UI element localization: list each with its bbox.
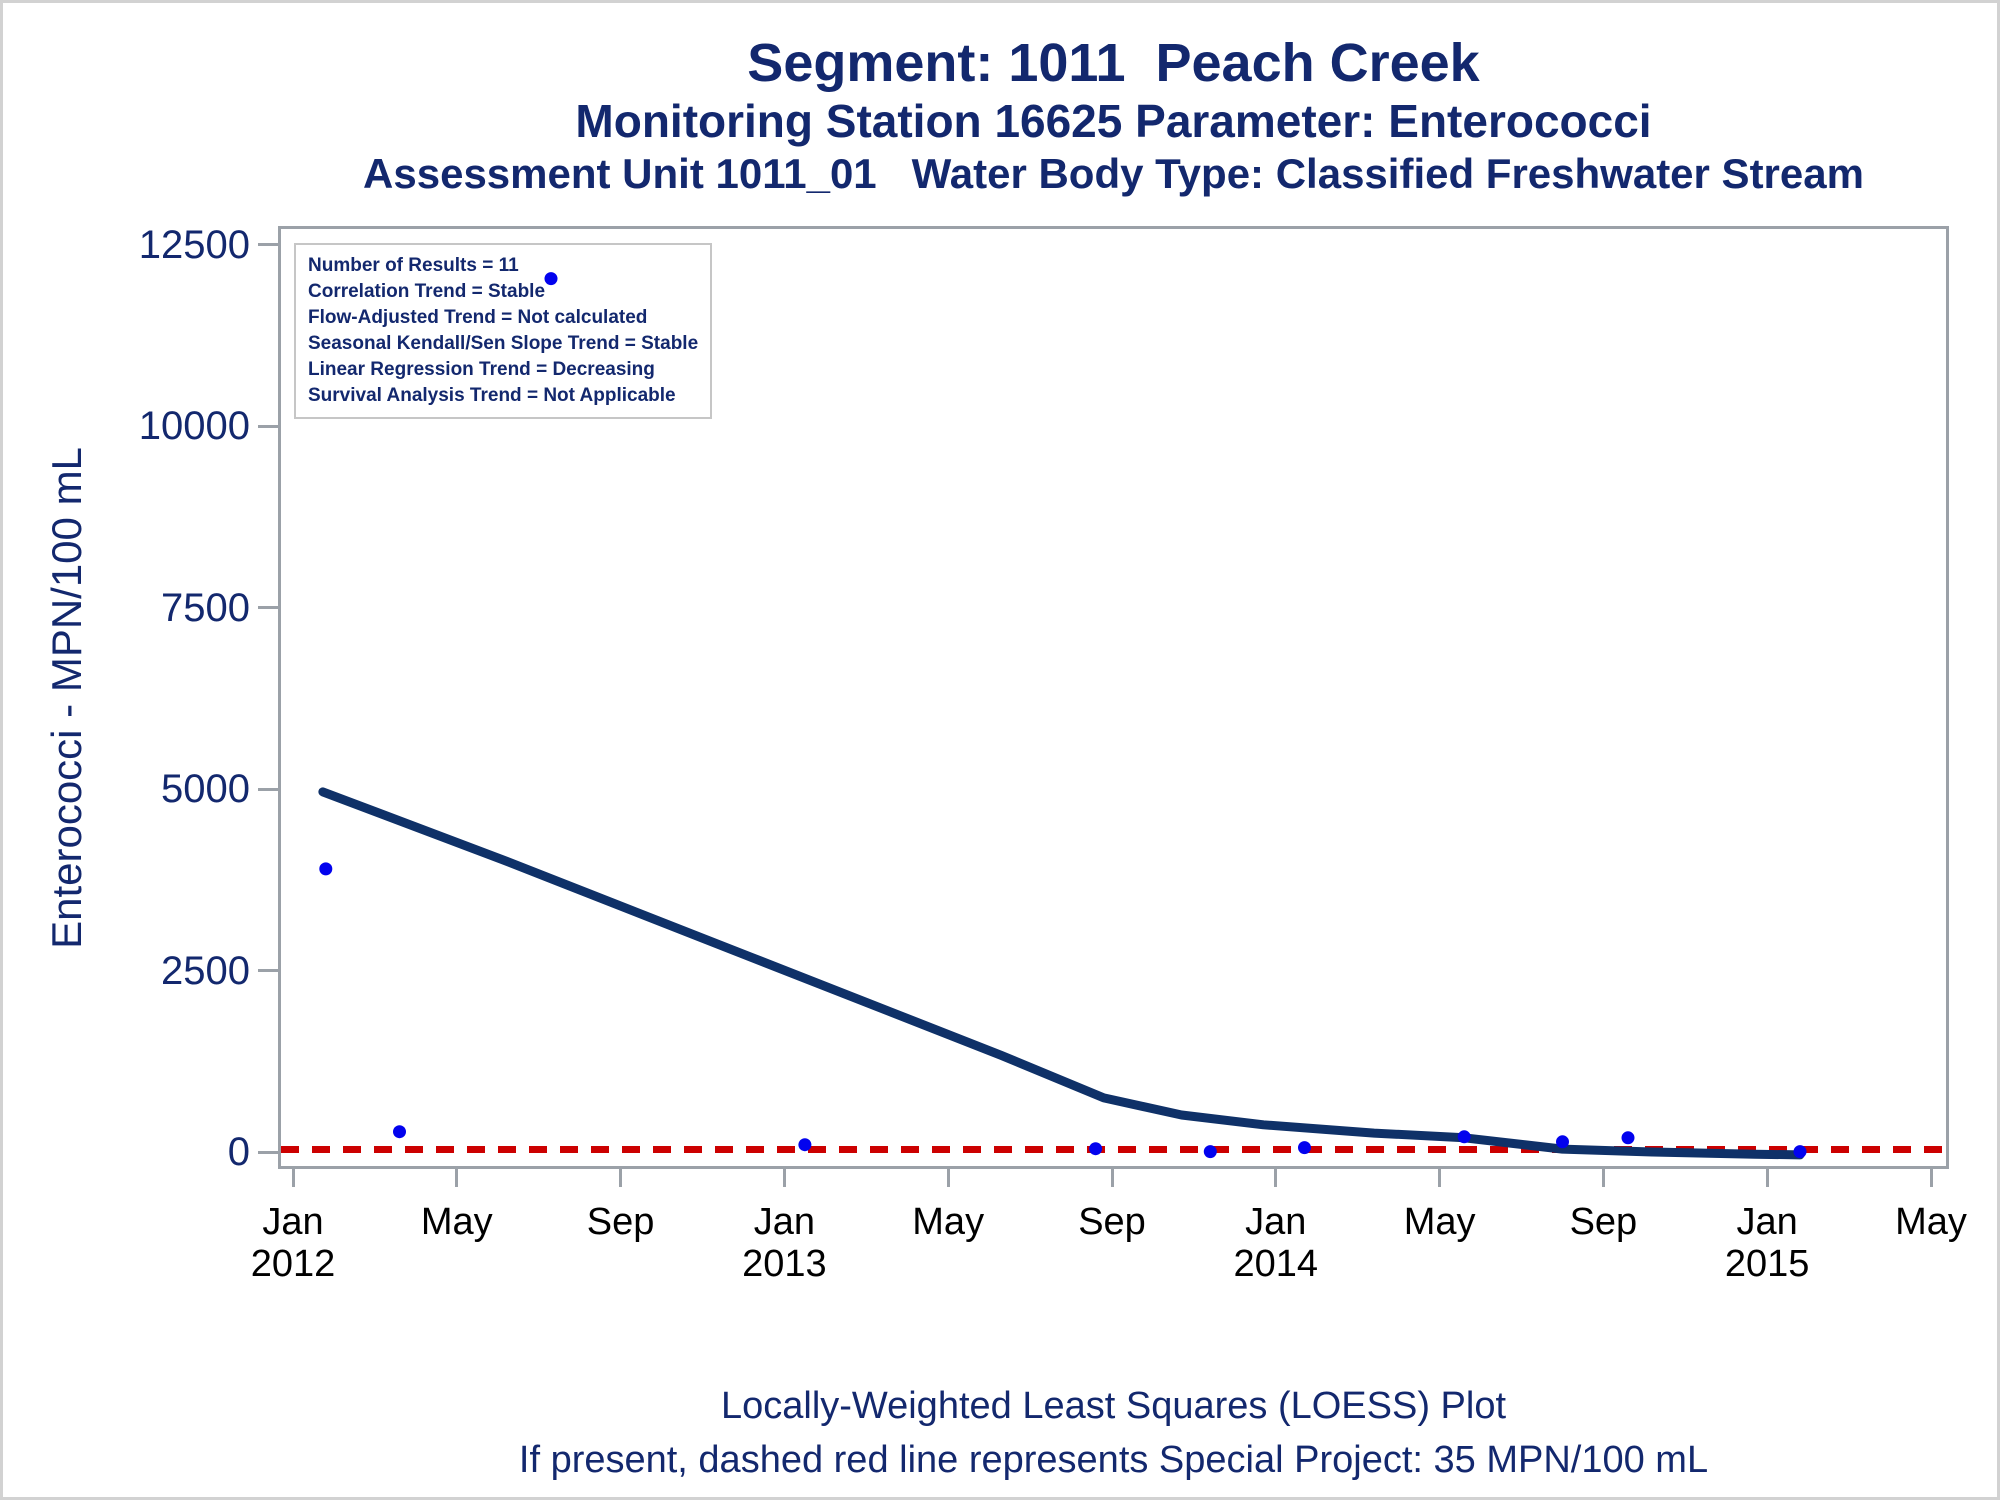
y-tick-label: 2500 (161, 948, 250, 993)
x-tick-month-label: Sep (1569, 1201, 1638, 1243)
y-tick-mark (258, 1150, 278, 1154)
y-tick-label: 0 (227, 1130, 250, 1174)
x-tick-mark (1110, 1169, 1114, 1187)
y-tick-mark (258, 424, 278, 428)
chart-subtitle-assessment-unit: Assessment Unit 1011_01 Water Body Type:… (363, 150, 1864, 197)
chart-title: Segment: 1011 Peach Creek (747, 33, 1480, 93)
x-tick-mark (1601, 1169, 1605, 1187)
x-tick-month-label: May (1895, 1201, 1967, 1243)
x-tick-month-label: Sep (586, 1201, 655, 1243)
y-tick-label: 10000 (138, 404, 250, 448)
x-tick-month-label: Sep (1078, 1201, 1146, 1243)
y-axis-title: Enterococci - MPN/100 mL (43, 447, 90, 949)
stats-line-survival-analysis-trend: Survival Analysis Trend = Not Applicable (308, 385, 676, 406)
x-tick-year-label: 2015 (1724, 1243, 1810, 1285)
x-tick-mark (1929, 1169, 1933, 1187)
stats-line-correlation-trend: Correlation Trend = Stable (308, 281, 546, 302)
title-block: Segment: 1011 Peach Creek Monitoring Sta… (278, 33, 1949, 199)
x-tick-mark (619, 1169, 623, 1187)
footer-reference-line-note: If present, dashed red line represents S… (518, 1439, 1709, 1481)
x-tick-mark (1274, 1169, 1278, 1187)
chart-subtitle-station: Monitoring Station 16625 Parameter: Ente… (575, 95, 1652, 147)
x-tick-mark (1438, 1169, 1442, 1187)
x-tick-month-label: May (420, 1201, 493, 1243)
x-tick-month-label: Jan (753, 1201, 816, 1243)
footer-plot-type-note: Locally-Weighted Least Squares (LOESS) P… (720, 1385, 1507, 1427)
stats-box: Number of Results = 11 Correlation Trend… (294, 243, 713, 419)
y-tick-mark (258, 243, 278, 246)
y-tick-label: 7500 (161, 585, 250, 630)
x-tick-year-label: 2013 (742, 1243, 827, 1285)
y-tick-mark (258, 787, 278, 791)
x-tick-mark (455, 1169, 459, 1187)
y-tick-label: 5000 (161, 767, 250, 811)
x-tick-month-label: Jan (1245, 1201, 1307, 1243)
x-tick-month-label: May (912, 1201, 985, 1243)
y-tick-label: 12500 (138, 222, 250, 267)
stats-line-flow-adjusted-trend: Flow-Adjusted Trend = Not calculated (308, 307, 648, 328)
x-tick-month-label: May (1403, 1201, 1476, 1243)
x-tick-mark (291, 1169, 295, 1187)
x-tick-month-label: Jan (262, 1201, 324, 1243)
x-tick-year-label: 2014 (1233, 1243, 1319, 1285)
x-tick-month-label: Jan (1736, 1201, 1798, 1243)
x-tick-mark (1765, 1169, 1769, 1187)
y-tick-mark (258, 606, 278, 609)
x-tick-mark (946, 1169, 950, 1187)
stats-line-number-of-results: Number of Results = 11 (308, 255, 519, 276)
x-tick-year-label: 2012 (250, 1243, 336, 1285)
footer-block: Locally-Weighted Least Squares (LOESS) P… (278, 1379, 1949, 1487)
stats-line-seasonal-kendall-trend: Seasonal Kendall/Sen Slope Trend = Stabl… (308, 333, 699, 354)
x-tick-mark (782, 1169, 786, 1187)
stats-line-linear-regression-trend: Linear Regression Trend = Decreasing (308, 359, 655, 380)
y-tick-mark (258, 969, 278, 972)
